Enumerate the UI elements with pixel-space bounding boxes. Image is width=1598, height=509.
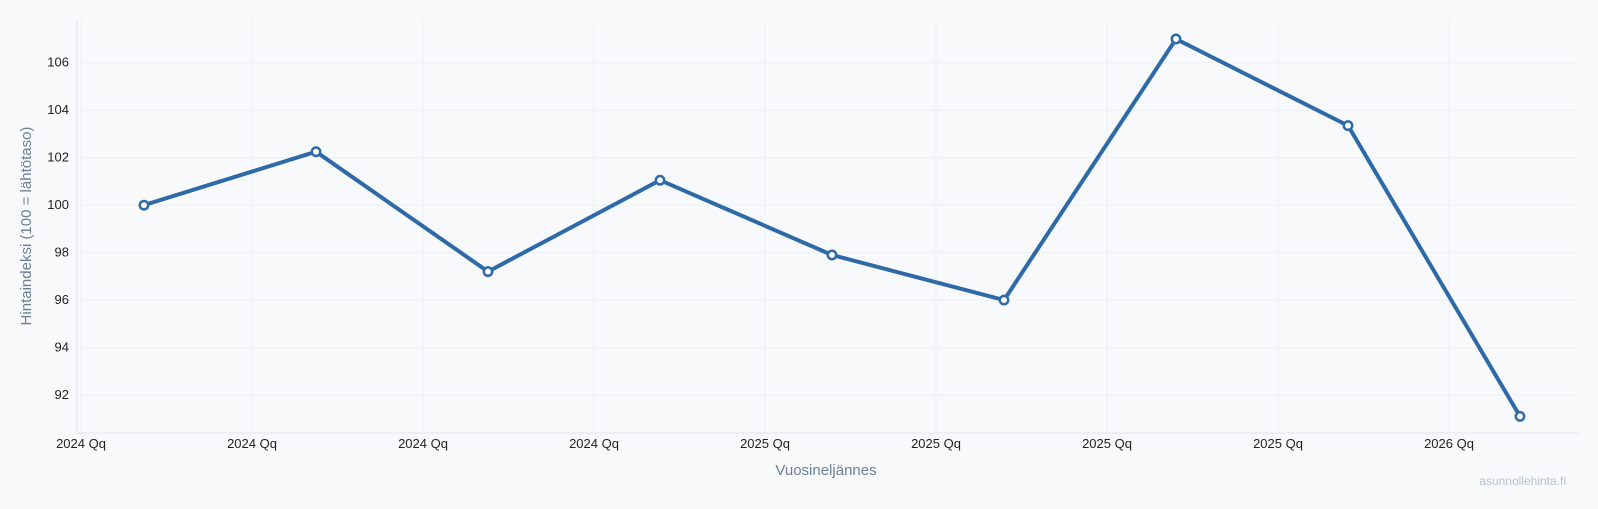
series-line (142, 37, 1522, 419)
x-tick-label: 2025 Qq (1082, 436, 1132, 451)
y-axis-title: Hintaindeksi (100 = lähtötaso) (18, 127, 35, 326)
x-tick-label: 2025 Qq (911, 436, 961, 451)
x-axis-title: Vuosineljännes (775, 462, 876, 479)
x-tick-label: 2024 Qq (227, 436, 277, 451)
data-point[interactable] (826, 249, 838, 261)
x-tick-labels: 2024 Qq 2024 Qq 2024 Qq 2024 Qq 2025 Qq 2025 … (56, 436, 1474, 451)
data-point[interactable] (654, 174, 666, 186)
data-point[interactable] (310, 146, 322, 158)
data-point[interactable] (1342, 120, 1354, 132)
data-point[interactable] (138, 199, 150, 211)
data-point[interactable] (482, 266, 494, 278)
grid (77, 20, 1578, 433)
x-tick-label: 2024 Qq (56, 436, 106, 451)
y-tick-label: 106 (47, 55, 69, 70)
watermark: asunnollehinta.fi (1479, 474, 1566, 488)
data-point[interactable] (1170, 33, 1182, 45)
x-tick-label: 2024 Qq (569, 436, 619, 451)
y-tick-label: 104 (47, 102, 69, 117)
y-tick-label: 98 (55, 245, 69, 260)
axes (76, 20, 1578, 434)
x-tick-label: 2026 Qq (1424, 436, 1474, 451)
x-tick-label: 2025 Qq (1253, 436, 1303, 451)
series-points (138, 33, 1526, 422)
y-tick-label: 92 (55, 387, 69, 402)
x-tick-label: 2024 Qq (398, 436, 448, 451)
y-tick-label: 94 (55, 340, 69, 355)
y-tick-label: 102 (47, 150, 69, 165)
y-tick-label: 100 (47, 197, 69, 212)
x-tick-label: 2025 Qq (740, 436, 790, 451)
data-point[interactable] (1514, 410, 1526, 422)
data-point[interactable] (998, 294, 1010, 306)
y-tick-labels: 92 94 96 98 100 102 104 106 (47, 55, 69, 402)
y-tick-label: 96 (55, 292, 69, 307)
